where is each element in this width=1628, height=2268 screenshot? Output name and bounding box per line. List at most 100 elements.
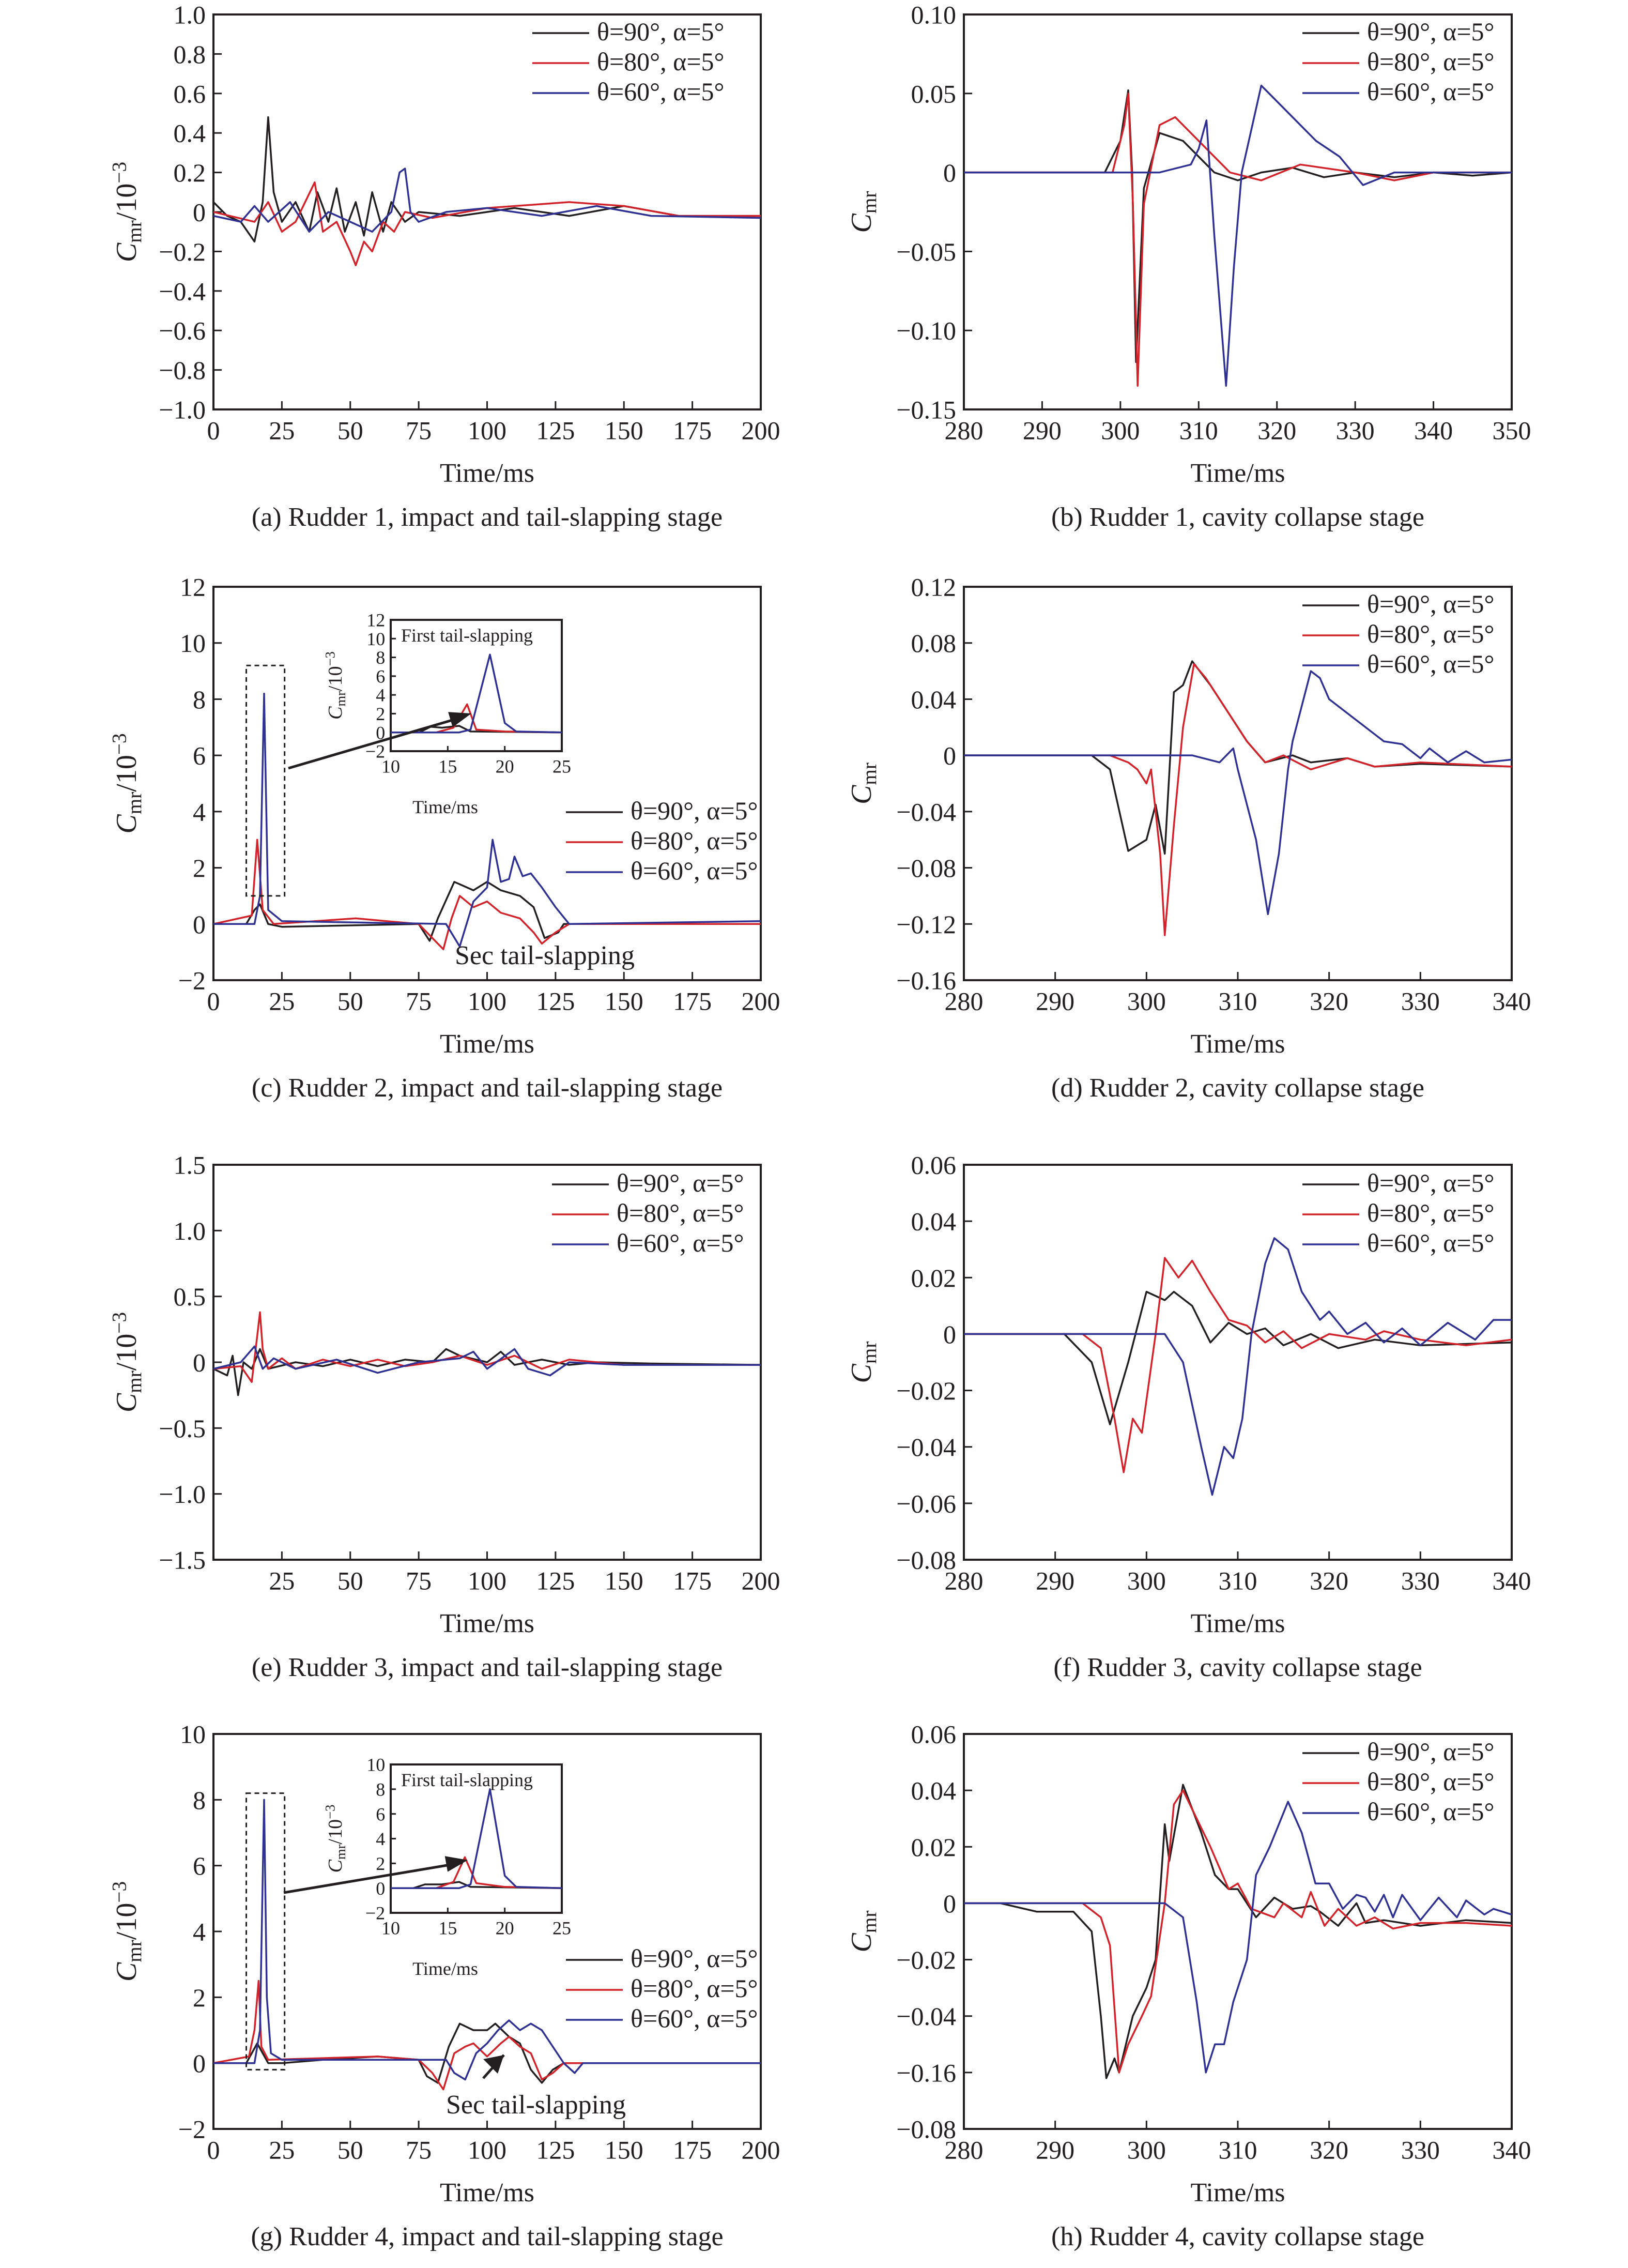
ylabel-base: C <box>111 1393 143 1412</box>
x-tick-label: 340 <box>1414 416 1453 445</box>
y-tick-label: 0.10 <box>911 1 957 29</box>
x-tick-label: 125 <box>536 987 575 1016</box>
legend: θ=90°, α=5°θ=80°, α=5°θ=60°, α=5° <box>566 1944 758 2033</box>
ylabel-sup: −3 <box>108 1881 130 1903</box>
ylabel-base: C <box>111 1962 143 1982</box>
legend-entry: θ=90°, α=5° <box>1367 1168 1495 1197</box>
x-tick-label: 200 <box>742 1566 780 1595</box>
y-tick-label: 4 <box>193 797 206 826</box>
x-tick-label: 320 <box>1310 2136 1348 2165</box>
legend-entry: θ=60°, α=5° <box>617 1228 744 1257</box>
ylabel-sub: mr <box>858 1342 881 1364</box>
series-group <box>213 692 761 950</box>
panel-caption: (f) Rudder 3, cavity collapse stage <box>1053 1653 1422 1682</box>
y-tick-label: 0.02 <box>911 1264 957 1292</box>
plot-frame <box>963 1164 1513 1561</box>
legend-entry: θ=60°, α=5° <box>631 2004 758 2033</box>
y-tick-label: 2 <box>376 1853 385 1874</box>
y-tick-label: −0.06 <box>896 1489 956 1518</box>
series-line-theta90 <box>213 2022 761 2084</box>
x-tick-label: 50 <box>337 987 363 1016</box>
y-tick-label: −0.04 <box>896 797 956 826</box>
y-tick-label: 0.5 <box>174 1282 206 1311</box>
series-group <box>964 1784 1512 2079</box>
series-group <box>391 653 562 734</box>
legend: θ=90°, α=5°θ=80°, α=5°θ=60°, α=5° <box>1302 1168 1495 1257</box>
y-tick-label: 10 <box>366 629 385 649</box>
y-tick-label: 0 <box>376 722 385 743</box>
x-tick-label: 20 <box>496 756 514 777</box>
panel-caption: (b) Rudder 1, cavity collapse stage <box>1051 503 1424 532</box>
ylabel-sup: −3 <box>108 162 130 184</box>
y-tick-label: 0.4 <box>174 119 206 148</box>
x-tick-label: 330 <box>1401 1566 1440 1595</box>
x-tick-label: 200 <box>742 987 780 1016</box>
x-tick-label: 0 <box>207 416 220 445</box>
y-axis-label: Cmr/10−3 <box>108 162 146 262</box>
series-line-theta80 <box>964 1257 1512 1473</box>
series-group <box>964 84 1512 387</box>
y-tick-label: 0.04 <box>911 685 957 714</box>
x-axis-label: Time/ms <box>1190 1609 1285 1638</box>
x-tick-label: 320 <box>1257 416 1296 445</box>
ylabel-base: C <box>846 1363 878 1383</box>
x-tick-label: 150 <box>605 2136 643 2165</box>
x-tick-label: 280 <box>945 1566 984 1595</box>
y-tick-label: 2 <box>193 854 206 882</box>
x-tick-label: 175 <box>673 1566 712 1595</box>
x-tick-label: 75 <box>406 416 432 445</box>
ylabel-base: C <box>325 706 346 720</box>
y-tick-label: −0.6 <box>159 316 206 345</box>
y-axis-label: Cmr <box>846 191 881 233</box>
x-tick-label: 175 <box>673 416 712 445</box>
y-tick-label: 6 <box>193 1851 206 1880</box>
y-axis-label: Cmr/10−3 <box>108 733 146 833</box>
x-tick-label: 10 <box>381 1917 400 1938</box>
y-tick-label: 0.04 <box>911 1207 957 1236</box>
ylabel-base: C <box>111 814 143 834</box>
x-tick-label: 125 <box>536 2136 575 2165</box>
ylabel-sup: −3 <box>322 1805 338 1819</box>
y-tick-label: 1.0 <box>174 1216 206 1245</box>
inset-arrow <box>288 714 467 770</box>
x-tick-label: 75 <box>406 987 432 1016</box>
chart-panel-c: 0 25 50 75 100 125 150 175 200−2024681012Time/ms… <box>108 573 780 1103</box>
series-line-theta80 <box>213 181 761 266</box>
x-tick-label: 290 <box>1036 1566 1074 1595</box>
x-tick-label: 280 <box>945 416 984 445</box>
x-tick-label: 125 <box>536 416 575 445</box>
x-tick-label: 340 <box>1493 987 1531 1016</box>
inset-y-axis-label: Cmr/10−3 <box>322 1805 348 1873</box>
ylabel-rest: /10 <box>111 1334 143 1371</box>
zoom-box <box>245 664 286 897</box>
y-tick-label: 0 <box>943 158 956 187</box>
y-tick-label: −0.08 <box>896 854 956 882</box>
ylabel-rest: /10 <box>111 1903 143 1940</box>
x-axis-label: Time/ms <box>440 2178 534 2208</box>
x-tick-label: 290 <box>1036 2136 1074 2165</box>
x-tick-label: 150 <box>605 416 643 445</box>
x-tick-label: 0 <box>207 987 220 1016</box>
y-tick-label: 0 <box>943 1889 956 1918</box>
y-tick-label: −0.02 <box>896 1376 956 1405</box>
x-axis-label: Time/ms <box>1190 1029 1285 1059</box>
plot-frame <box>963 1733 1513 2130</box>
x-tick-label: 175 <box>673 2136 712 2165</box>
legend: θ=90°, α=5°θ=80°, α=5°θ=60°, α=5° <box>1302 1737 1495 1826</box>
panel-caption: (d) Rudder 2, cavity collapse stage <box>1051 1073 1424 1103</box>
x-axis-label: Time/ms <box>440 459 534 488</box>
y-tick-label: 6 <box>193 741 206 770</box>
legend: θ=90°, α=5°θ=80°, α=5°θ=60°, α=5° <box>1302 17 1495 106</box>
ylabel-sub: mr <box>124 1940 146 1962</box>
y-tick-label: 0 <box>943 741 956 770</box>
ylabel-sub: mr <box>858 763 881 785</box>
legend-entry: θ=60°, α=5° <box>1367 1228 1495 1257</box>
x-tick-label: 100 <box>468 987 506 1016</box>
y-tick-label: 0.02 <box>911 1833 957 1862</box>
ylabel-base: C <box>846 785 878 804</box>
y-tick-label: −1.5 <box>159 1546 206 1575</box>
y-tick-label: 0.08 <box>911 629 957 658</box>
series-line-theta60 <box>391 653 562 734</box>
